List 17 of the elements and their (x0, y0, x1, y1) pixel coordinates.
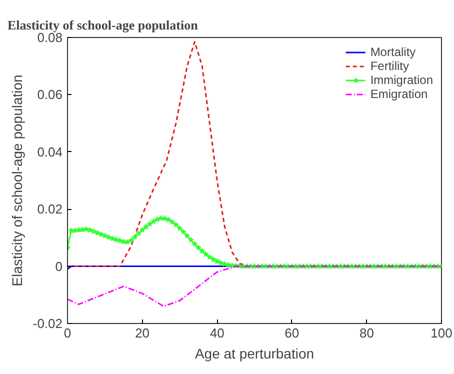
x-tick-label: 100 (430, 326, 452, 340)
y-axis-title: Elasticity of school-age population (8, 74, 25, 286)
x-tick-label: 60 (284, 326, 300, 340)
y-tick-label: 0.02 (37, 202, 63, 217)
chart-title: Elasticity of school-age population (8, 18, 199, 32)
y-tick-label: 0.04 (37, 144, 63, 160)
x-tick-label: 40 (210, 326, 224, 340)
legend-label: Mortality (370, 45, 416, 59)
legend-label: Emigration (370, 87, 428, 101)
y-tick-label: -0.02 (32, 316, 63, 331)
x-axis-title: Age at perturbation (194, 346, 314, 362)
y-tick-label: 0 (55, 258, 63, 274)
x-tick-label: 80 (359, 326, 374, 340)
y-tick-label: 0.06 (37, 87, 63, 102)
x-tick-label: 20 (135, 326, 150, 340)
legend-label: Fertility (370, 59, 409, 73)
legend-label: Immigration (370, 73, 433, 87)
